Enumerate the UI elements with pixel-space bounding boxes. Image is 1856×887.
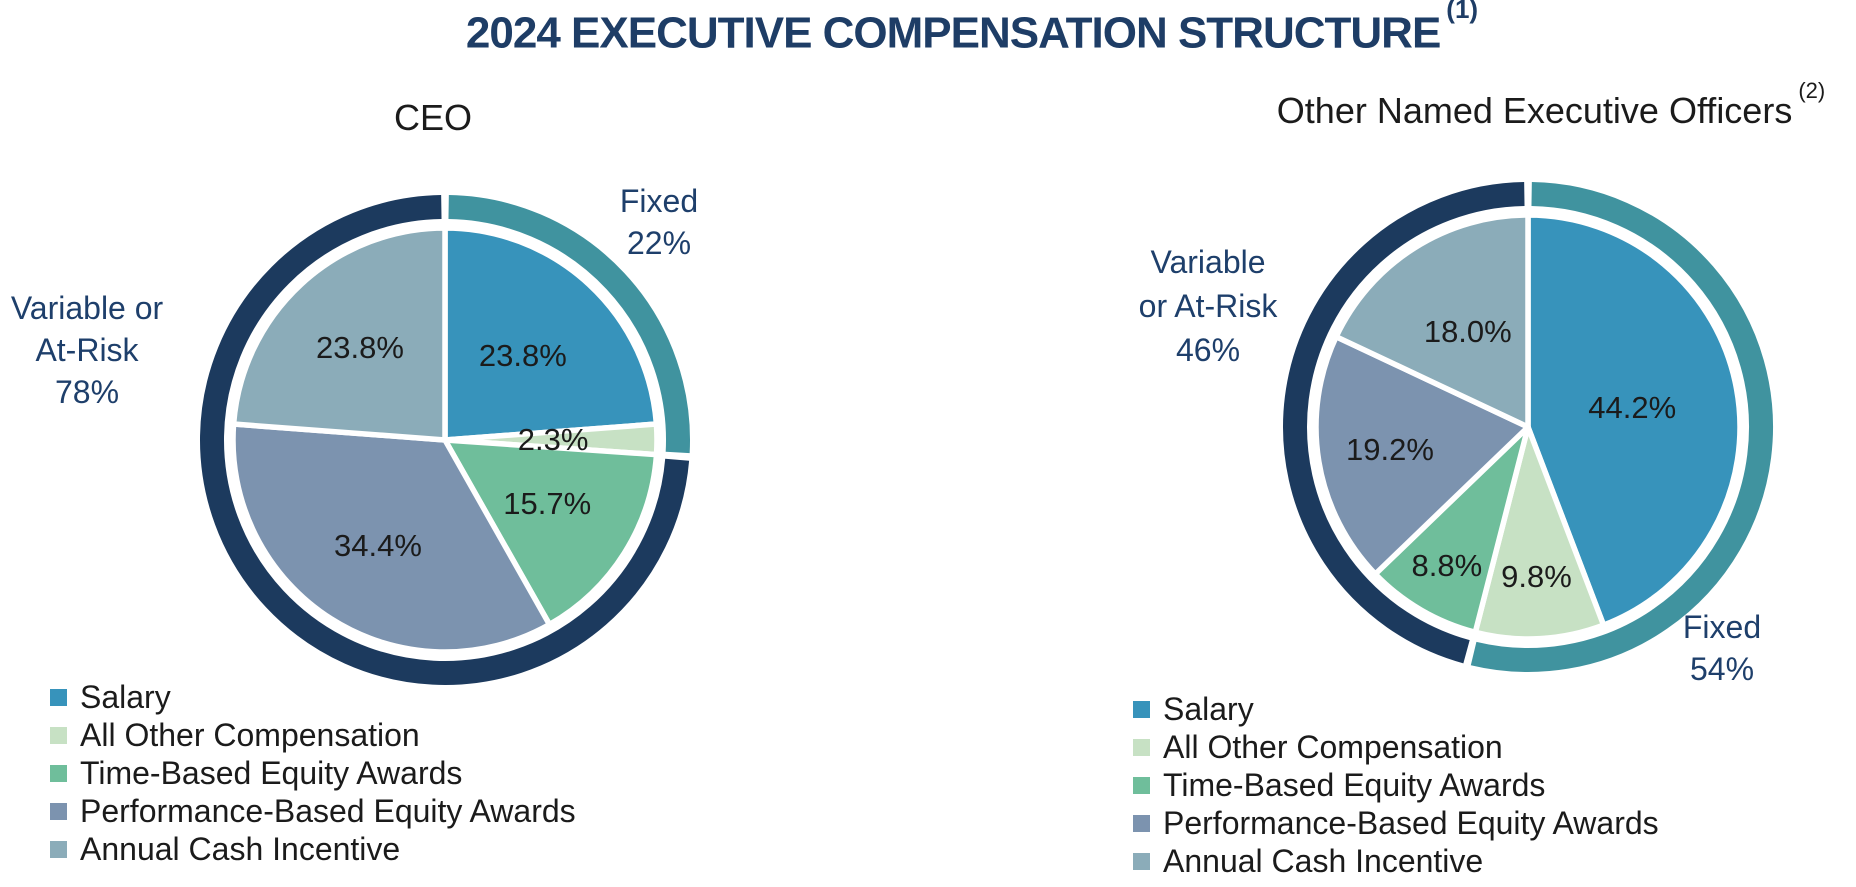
- slice-label-salary: 23.8%: [478, 338, 567, 374]
- legend-label: Time-Based Equity Awards: [80, 754, 463, 791]
- slice-label-time-based-equity-awards: 8.8%: [1411, 548, 1483, 584]
- page-title: 2024 EXECUTIVE COMPENSATION STRUCTURE (1): [465, 0, 1478, 59]
- ceo-chart-title-text: CEO: [393, 97, 473, 138]
- slice-label-annual-cash-incentive: 18.0%: [1423, 314, 1512, 350]
- legend-label: Annual Cash Incentive: [80, 830, 401, 867]
- ceo-chart-title: CEO: [394, 97, 478, 139]
- legend-swatch-icon: [50, 726, 67, 744]
- legend-swatch-icon: [1133, 700, 1150, 718]
- pie-slice-annual-cash-incentive: [1333, 212, 1531, 430]
- page-title-footnote-marker: (1): [1446, 0, 1479, 24]
- legend-item-all-other-compensation: All Other Compensation: [1133, 728, 1659, 766]
- legend-item-performance-based-equity-awards: Performance-Based Equity Awards: [1133, 804, 1659, 842]
- legend-item-salary: Salary: [1133, 690, 1659, 728]
- slice-label-annual-cash-incentive: 23.8%: [315, 330, 404, 366]
- legend-item-annual-cash-incentive: Annual Cash Incentive: [1133, 842, 1659, 880]
- legend-label: Time-Based Equity Awards: [1163, 766, 1546, 803]
- legend-swatch-icon: [1133, 814, 1150, 832]
- neo-chart-title-footnote-marker: (2): [1798, 78, 1826, 103]
- neo-fixed-annotation-value: 54%: [1689, 651, 1755, 687]
- neo-variable-annotation: Variable or At-Risk 46%: [1139, 240, 1278, 372]
- ring-arc-variable: [1283, 182, 1525, 664]
- legend-swatch-icon: [50, 840, 67, 858]
- slice-label-performance-based-equity-awards: 19.2%: [1345, 431, 1434, 467]
- neo-fixed-annotation-line: Fixed: [1682, 609, 1762, 645]
- legend-swatch-icon: [1133, 738, 1150, 756]
- legend-item-time-based-equity-awards: Time-Based Equity Awards: [50, 754, 576, 792]
- legend-item-time-based-equity-awards: Time-Based Equity Awards: [1133, 766, 1659, 804]
- legend-item-salary: Salary: [50, 678, 576, 716]
- ring-arc-fixed: [448, 195, 690, 454]
- legend-item-all-other-compensation: All Other Compensation: [50, 716, 576, 754]
- ceo-legend: Salary All Other Compensation Time-Based E…: [50, 678, 576, 868]
- legend-item-annual-cash-incentive: Annual Cash Incentive: [50, 830, 576, 868]
- legend-label: Performance-Based Equity Awards: [1163, 804, 1659, 841]
- legend-item-performance-based-equity-awards: Performance-Based Equity Awards: [50, 792, 576, 830]
- ring-arc-fixed: [1470, 182, 1773, 672]
- slice-label-salary: 44.2%: [1588, 389, 1677, 425]
- neo-variable-annotation-line: Variable: [1150, 244, 1266, 280]
- neo-chart-title-text: Other Named Executive Officers: [1276, 90, 1793, 131]
- pie-slice-salary: [1525, 212, 1743, 628]
- ring-arc-variable: [200, 195, 690, 685]
- legend-label: Annual Cash Incentive: [1163, 842, 1484, 879]
- pie-svg: [1283, 182, 1773, 672]
- page-title-text: 2024 EXECUTIVE COMPENSATION STRUCTURE: [465, 8, 1441, 58]
- pie-slice-time-based-equity-awards: [442, 437, 660, 628]
- slice-label-time-based-equity-awards: 15.7%: [503, 486, 592, 522]
- ceo-variable-annotation-line: Variable or: [10, 290, 164, 326]
- ceo-fixed-annotation: Fixed 22%: [620, 180, 698, 264]
- slice-label-all-other-compensation: 2.3%: [517, 421, 589, 457]
- pie-slice-all-other-compensation: [1472, 424, 1607, 642]
- legend-swatch-icon: [50, 802, 67, 820]
- legend-swatch-icon: [1133, 776, 1150, 794]
- pie-slice-performance-based-equity-awards: [230, 421, 553, 655]
- slice-label-performance-based-equity-awards: 34.4%: [334, 527, 422, 563]
- neo-variable-annotation-value: 46%: [1175, 332, 1241, 368]
- legend-swatch-icon: [1133, 852, 1150, 870]
- ceo-variable-annotation: Variable or At-Risk 78%: [11, 287, 163, 413]
- pie-slice-annual-cash-incentive: [230, 225, 448, 443]
- neo-chart-title: Other Named Executive Officers (2): [1276, 78, 1825, 132]
- ceo-variable-annotation-value: 78%: [54, 374, 120, 410]
- neo-legend: Salary All Other Compensation Time-Based E…: [1133, 690, 1659, 880]
- legend-label: All Other Compensation: [80, 716, 420, 753]
- ceo-variable-annotation-line: At-Risk: [35, 332, 139, 368]
- pie-slice-performance-based-equity-awards: [1313, 333, 1531, 577]
- neo-pie-chart: [1268, 167, 1788, 687]
- neo-variable-annotation-line: or At-Risk: [1138, 288, 1278, 324]
- legend-label: Salary: [1163, 690, 1254, 727]
- legend-label: All Other Compensation: [1163, 728, 1503, 765]
- ceo-fixed-annotation-line: Fixed: [619, 183, 699, 219]
- ceo-fixed-annotation-value: 22%: [626, 225, 692, 261]
- slice-label-all-other-compensation: 9.8%: [1501, 559, 1572, 595]
- neo-fixed-annotation: Fixed 54%: [1683, 606, 1761, 690]
- legend-label: Performance-Based Equity Awards: [80, 792, 576, 829]
- pie-slice-time-based-equity-awards: [1372, 424, 1531, 636]
- pie-slice-salary: [442, 225, 660, 443]
- pie-svg: [200, 195, 690, 685]
- legend-swatch-icon: [50, 764, 67, 782]
- legend-label: Salary: [80, 678, 171, 715]
- ceo-pie-chart: [185, 180, 705, 700]
- legend-swatch-icon: [50, 688, 67, 706]
